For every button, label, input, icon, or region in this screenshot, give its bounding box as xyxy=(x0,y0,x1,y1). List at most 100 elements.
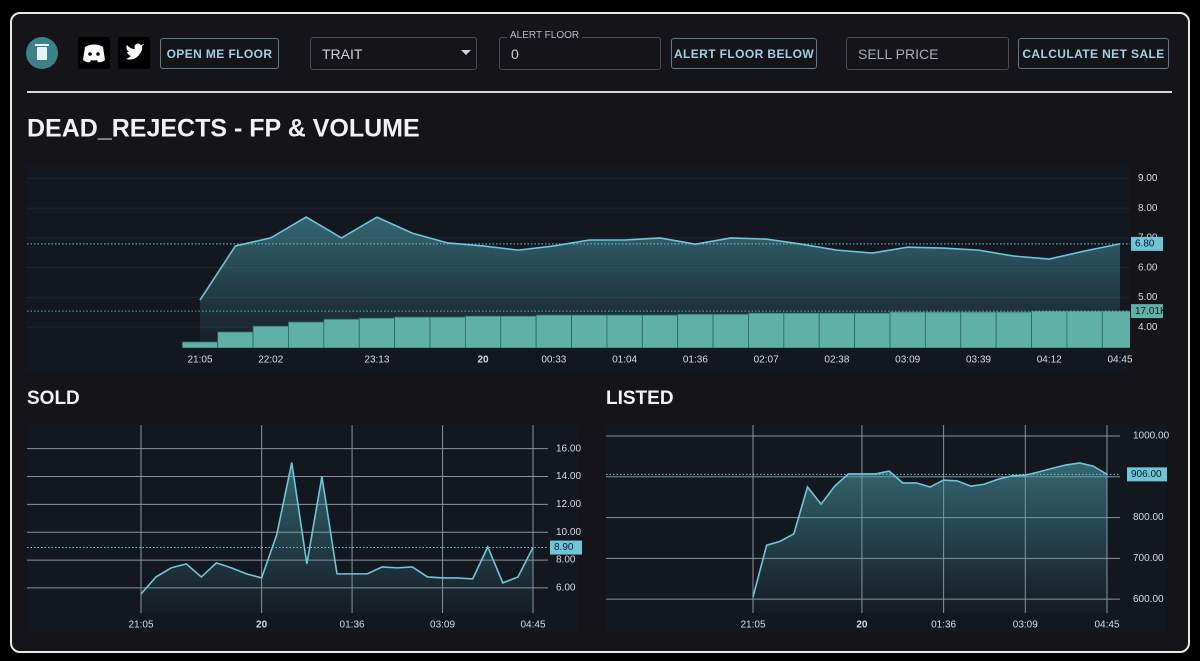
value-tag xyxy=(1131,304,1163,319)
x-tick-label: 04:45 xyxy=(1094,620,1119,631)
alert-floor-label: ALERT FLOOR xyxy=(507,30,583,41)
volume-bar xyxy=(960,311,997,348)
alert-floor-value: 0 xyxy=(511,45,519,62)
area-fill xyxy=(141,462,533,613)
y-tick-label: 16.00 xyxy=(556,443,581,454)
x-tick-label: 02:38 xyxy=(824,355,849,366)
volume-bar xyxy=(1031,310,1068,348)
y-tick-label: 8.00 xyxy=(556,555,576,566)
x-tick-label: 22:02 xyxy=(258,355,283,366)
value-tag xyxy=(1127,467,1167,482)
volume-bar xyxy=(358,317,396,348)
value-label: 17.01K xyxy=(1135,306,1167,317)
x-tick-label: 20 xyxy=(256,620,268,631)
volume-bar xyxy=(606,314,643,348)
x-tick-label: 04:45 xyxy=(1107,355,1132,366)
x-tick-label: 20 xyxy=(478,355,490,366)
volume-bar xyxy=(1066,310,1103,348)
volume-bar xyxy=(288,321,325,348)
volume-bar xyxy=(394,316,431,348)
x-tick-label: 03:09 xyxy=(1013,620,1038,631)
value-tag xyxy=(1131,236,1163,251)
chart-title: LISTED xyxy=(606,388,674,409)
dropdown-arrow xyxy=(461,50,471,55)
volume-bar xyxy=(818,312,856,348)
volume-bar xyxy=(1101,310,1130,348)
alert-floor-input[interactable]: 0 xyxy=(499,37,661,70)
trait-select-text: TRAIT xyxy=(322,45,363,62)
x-tick-label: 01:36 xyxy=(340,620,365,631)
twitter-icon xyxy=(126,43,144,60)
alert-floor-below-button[interactable]: ALERT FLOOR BELOW xyxy=(671,38,817,69)
volume-bar xyxy=(500,315,537,348)
sell-price-input[interactable]: SELL PRICE xyxy=(846,37,1009,70)
volume-bar xyxy=(429,316,466,348)
x-tick-label: 21:05 xyxy=(128,620,153,631)
y-tick-label: 12.00 xyxy=(556,499,581,510)
y-tick-label: 800.00 xyxy=(1133,512,1164,523)
x-tick-label: 03:09 xyxy=(895,355,920,366)
volume-bar xyxy=(641,314,679,348)
value-label: 6.80 xyxy=(1135,239,1155,250)
area-fill xyxy=(753,462,1107,613)
volume-bar xyxy=(889,311,926,348)
value-label: 8.90 xyxy=(554,542,574,553)
x-tick-label: 04:12 xyxy=(1037,355,1062,366)
trash-lid xyxy=(35,44,49,46)
volume-bar xyxy=(712,313,749,348)
volume-bar xyxy=(924,311,962,348)
line xyxy=(140,462,534,595)
volume-bar xyxy=(995,311,1032,348)
volume-bar xyxy=(464,315,502,348)
y-tick-label: 6.00 xyxy=(556,583,576,594)
chart-title: SOLD xyxy=(27,388,80,409)
y-tick-label: 700.00 xyxy=(1133,553,1164,564)
volume-bar xyxy=(535,314,572,348)
value-label: 906.00 xyxy=(1131,469,1162,480)
sell-price-placeholder: SELL PRICE xyxy=(858,45,939,62)
plot xyxy=(181,216,1130,348)
volume-bar xyxy=(677,313,714,348)
trash-icon xyxy=(37,47,47,60)
x-tick-label: 03:39 xyxy=(966,355,991,366)
x-tick-label: 01:36 xyxy=(683,355,708,366)
plot xyxy=(752,425,1108,613)
line xyxy=(752,462,1108,598)
line xyxy=(199,216,1121,301)
y-tick-label: 8.00 xyxy=(1138,203,1158,214)
discord-eye xyxy=(96,52,100,56)
y-tick-label: 14.00 xyxy=(556,471,581,482)
y-tick-label: 10.00 xyxy=(556,527,581,538)
volume-bar xyxy=(217,331,254,348)
x-tick-label: 01:36 xyxy=(931,620,956,631)
open-me-floor-button[interactable]: OPEN ME FLOOR xyxy=(160,38,279,69)
volume-bar xyxy=(181,341,219,348)
y-tick-label: 1000.00 xyxy=(1133,431,1170,442)
y-tick-label: 4.00 xyxy=(1138,322,1158,333)
volume-bar xyxy=(783,312,820,348)
calculate-net-sale-button[interactable]: CALCULATE NET SALE xyxy=(1018,38,1169,69)
y-tick-label: 5.00 xyxy=(1138,292,1158,303)
plot xyxy=(140,425,534,613)
x-tick-label: 21:05 xyxy=(740,620,765,631)
trait-select[interactable]: TRAIT xyxy=(310,37,477,70)
y-tick-label: 6.00 xyxy=(1138,262,1158,273)
y-tick-label: 600.00 xyxy=(1133,594,1164,605)
discord-eye xyxy=(88,52,92,56)
volume-bar xyxy=(323,318,360,348)
x-tick-label: 20 xyxy=(856,620,868,631)
x-tick-label: 00:33 xyxy=(541,355,566,366)
x-tick-label: 01:04 xyxy=(612,355,637,366)
volume-bar xyxy=(252,325,289,348)
x-tick-label: 03:09 xyxy=(430,620,455,631)
volume-bar xyxy=(748,312,785,348)
x-tick-label: 23:13 xyxy=(364,355,389,366)
x-tick-label: 02:07 xyxy=(754,355,779,366)
x-tick-label: 04:45 xyxy=(520,620,545,631)
volume-bar xyxy=(571,314,608,348)
y-tick-label: 9.00 xyxy=(1138,173,1158,184)
x-tick-label: 21:05 xyxy=(187,355,212,366)
chart-title: DEAD_REJECTS - FP & VOLUME xyxy=(27,115,420,143)
